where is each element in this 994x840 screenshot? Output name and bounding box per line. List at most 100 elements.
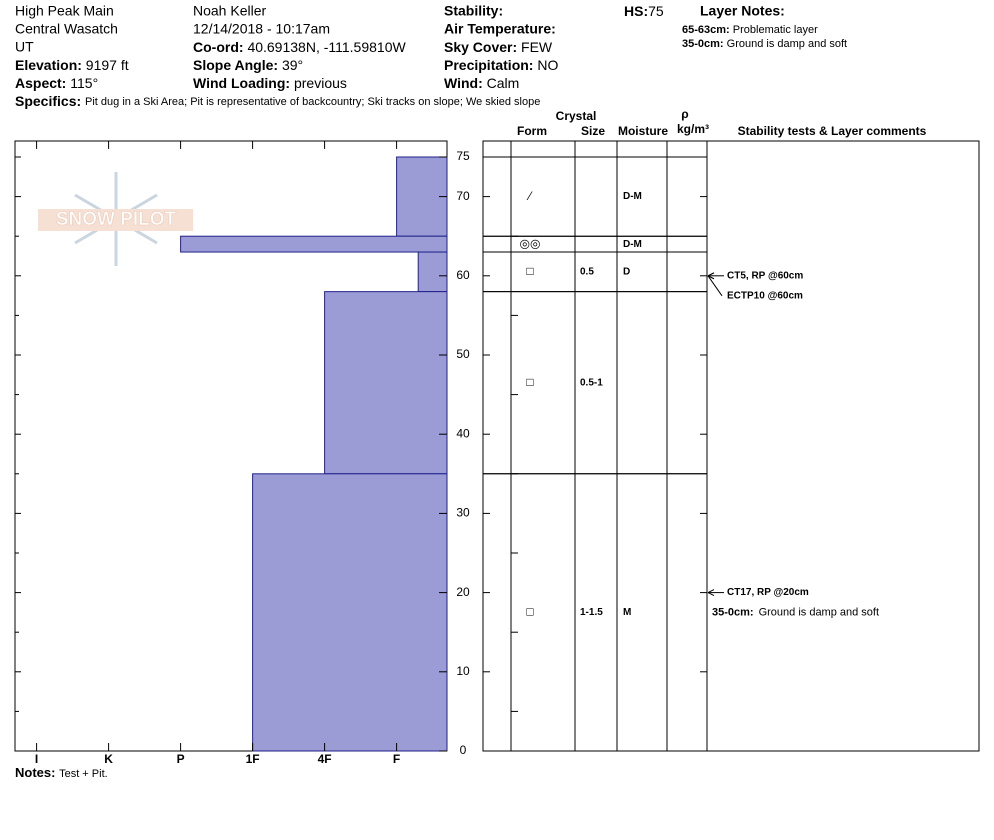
text: Problematic layer: [733, 24, 818, 36]
y-tick-label: 40: [456, 426, 470, 440]
x-tick-label: P: [177, 752, 185, 766]
value: 39°: [282, 57, 303, 73]
y-tick-label: 70: [456, 189, 470, 203]
value: Test + Pit.: [59, 768, 108, 780]
logo: SNOW PILOT: [38, 172, 193, 266]
observer: Noah Keller: [193, 3, 266, 19]
aspect: Aspect: 115°: [15, 75, 98, 91]
range: Central Wasatch: [15, 21, 118, 37]
y-tick-label: 75: [456, 149, 470, 163]
hardness-bar: [396, 156, 448, 237]
label: Co-ord:: [193, 39, 244, 55]
hardness-bar: [252, 473, 448, 752]
label: Slope Angle:: [193, 57, 278, 73]
value: 75: [648, 3, 664, 19]
moisture: D: [623, 266, 630, 277]
size: 1-1.5: [580, 607, 603, 618]
layer-comment: 35-0cm: Ground is damp and soft: [712, 606, 879, 618]
wind-loading: Wind Loading: previous: [193, 75, 347, 91]
col-tests: Stability tests & Layer comments: [738, 124, 927, 138]
slope: Slope Angle: 39°: [193, 57, 303, 73]
col-rho: ρ: [681, 107, 688, 121]
value: FEW: [521, 39, 553, 55]
y-tick-label: 20: [456, 585, 470, 599]
range: 65-63cm:: [682, 24, 730, 36]
label: Elevation:: [15, 57, 82, 73]
coord: Co-ord: 40.69138N, -111.59810W: [193, 39, 406, 55]
hardness-bar: [180, 235, 448, 253]
elevation: Elevation: 9197 ft: [15, 57, 129, 73]
col-form: Form: [517, 124, 547, 138]
col-density: kg/m³: [677, 122, 709, 136]
x-tick-label: F: [393, 752, 400, 766]
label: Notes:: [15, 765, 55, 780]
test-label: CT17, RP @20cm: [727, 587, 809, 598]
column-headers: Crystal Form Size Moisture ρ kg/m³ Stabi…: [517, 107, 927, 138]
range: 35-0cm:: [682, 38, 724, 50]
x-tick-label: 1F: [246, 752, 260, 766]
air-temp: Air Temperature:: [444, 21, 556, 37]
site: High Peak Main: [15, 3, 114, 19]
value: 9197 ft: [86, 57, 129, 73]
hs: HS:75: [624, 3, 664, 19]
test-label: CT5, RP @60cm: [727, 270, 803, 281]
test-label: ECTP10 @60cm: [727, 290, 803, 301]
value: Pit dug in a Ski Area; Pit is representa…: [85, 96, 540, 108]
y-tick-label: 50: [456, 347, 470, 361]
precip: Precipitation: NO: [444, 57, 558, 73]
value: NO: [537, 57, 558, 73]
hardness-bar: [324, 291, 448, 475]
wind: Wind: Calm: [444, 75, 519, 91]
col-size: Size: [581, 124, 605, 138]
label: Sky Cover:: [444, 39, 517, 55]
form: □: [526, 375, 533, 389]
form: □: [526, 264, 533, 278]
moisture: D-M: [623, 239, 642, 250]
state: UT: [15, 39, 34, 55]
value: previous: [294, 75, 347, 91]
col-crystal: Crystal: [556, 109, 597, 123]
label: Wind:: [444, 75, 483, 91]
label: Precipitation:: [444, 57, 533, 73]
label: Wind Loading:: [193, 75, 290, 91]
col-moisture: Moisture: [618, 124, 668, 138]
form: ◎◎: [520, 236, 541, 250]
moisture: D-M: [623, 191, 642, 202]
arrow-head: [707, 589, 715, 597]
x-tick-label: I: [35, 752, 38, 766]
layer-notes-label: Layer Notes:: [700, 3, 785, 19]
x-tick-label: 4F: [318, 752, 332, 766]
value: Calm: [487, 75, 520, 91]
label: Specifics:: [15, 93, 81, 109]
value: 115°: [70, 75, 98, 91]
y-tick-label: 0: [460, 743, 467, 757]
moisture: M: [623, 607, 631, 618]
stability: Stability:: [444, 3, 503, 19]
specifics: Specifics: Pit dug in a Ski Area; Pit is…: [15, 93, 540, 109]
header: High Peak Main Central Wasatch UT Elevat…: [15, 3, 847, 109]
form: ⁄: [526, 189, 533, 203]
text: Ground is damp and soft: [727, 38, 847, 50]
label: Aspect:: [15, 75, 66, 91]
y-tick-label: 60: [456, 268, 470, 282]
sky: Sky Cover: FEW: [444, 39, 553, 55]
text: Ground is damp and soft: [759, 606, 879, 618]
test-arrow: [707, 275, 723, 297]
value: 40.69138N, -111.59810W: [247, 39, 406, 55]
y-tick-label: 10: [456, 664, 470, 678]
layer-note: 65-63cm: Problematic layer: [682, 24, 818, 36]
form: □: [526, 605, 533, 619]
logo-text: SNOW PILOT: [56, 209, 177, 230]
logo-band: [38, 209, 193, 231]
size: 0.5: [580, 266, 594, 277]
column-lines: [510, 141, 708, 751]
size: 0.5-1: [580, 377, 603, 388]
datetime: 12/14/2018 - 10:17am: [193, 21, 330, 37]
range: 35-0cm:: [712, 606, 754, 618]
y-tick-label: 30: [456, 506, 470, 520]
layer-note: 35-0cm: Ground is damp and soft: [682, 38, 847, 50]
notes: Notes: Test + Pit.: [15, 765, 108, 780]
x-tick-label: K: [104, 752, 113, 766]
label: HS:: [624, 3, 648, 19]
